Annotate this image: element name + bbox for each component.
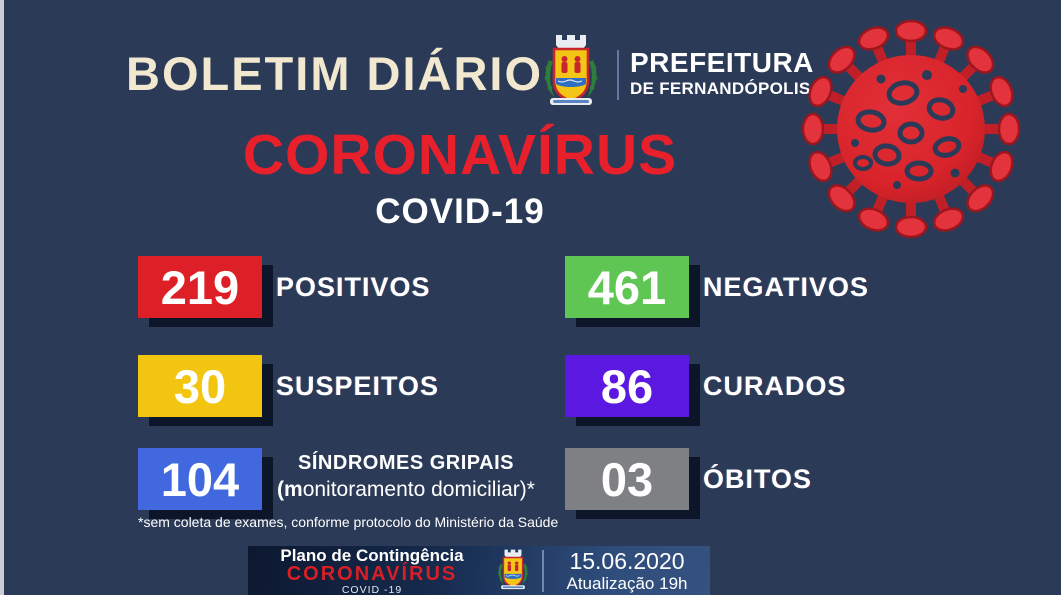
org-name-line2: DE FERNANDÓPOLIS — [630, 79, 811, 99]
update-time: Atualização 19h — [566, 573, 688, 593]
footer-bar: Plano de Contingência CORONAVÍRUS COVID … — [248, 546, 710, 595]
stat-label-negativos: NEGATIVOS — [703, 271, 870, 302]
footnote: *sem coleta de exames, conforme protocol… — [138, 514, 559, 530]
left-edge-strip — [0, 0, 4, 595]
stat-box-sindromes-gripais: 104 — [138, 448, 262, 510]
stat-box-negativos: 461 — [565, 256, 689, 318]
coronavirus-icon — [801, 19, 1021, 239]
bulletin-date: 15.06.2020 — [569, 547, 685, 574]
stat-label-curados: CURADOS — [703, 370, 847, 401]
contingency-plan-block: Plano de Contingência CORONAVÍRUS COVID … — [248, 545, 496, 595]
disease-title: CORONAVÍRUS — [242, 123, 678, 187]
stat-value-sindromes-gripais: 104 — [160, 452, 240, 506]
date-block: 15.06.2020 Atualização 19h — [544, 548, 710, 594]
stat-value-negativos: 461 — [587, 260, 667, 314]
stat-label-sindromes-line2: (monitoramento domiciliar)* — [277, 478, 535, 501]
stat-box-obitos: 03 — [565, 448, 689, 510]
stat-box-curados: 86 — [565, 355, 689, 417]
stat-label-sindromes-line1: SÍNDROMES GRIPAIS — [298, 452, 514, 474]
stat-box-positivos: 219 — [138, 256, 262, 318]
stat-value-positivos: 219 — [160, 260, 240, 314]
org-name-block: PREFEITURA DE FERNANDÓPOLIS — [630, 48, 814, 98]
plan-title: Plano de Contingência — [280, 545, 464, 565]
stat-label-suspeitos: SUSPEITOS — [276, 370, 440, 401]
stat-label-positivos: POSITIVOS — [276, 271, 431, 302]
footer-divider — [542, 549, 544, 592]
stat-label-obitos: ÓBITOS — [703, 463, 813, 494]
stat-value-obitos: 03 — [600, 452, 654, 506]
stat-label-sindromes-gripais: SÍNDROMES GRIPAIS (monitoramento domicil… — [266, 444, 546, 510]
header-divider — [617, 50, 619, 100]
stat-value-curados: 86 — [600, 359, 654, 413]
disease-subtitle: COVID-19 — [375, 192, 545, 231]
stat-box-suspeitos: 30 — [138, 355, 262, 417]
plan-covid: COVID -19 — [341, 584, 403, 595]
plan-disease: CORONAVÍRUS — [286, 563, 458, 586]
coat-of-arms-icon — [543, 34, 599, 107]
stat-value-suspeitos: 30 — [173, 359, 227, 413]
org-name-line1: PREFEITURA — [630, 47, 814, 78]
coat-of-arms-small-icon — [497, 549, 529, 590]
page-title: BOLETIM DIÁRIO — [126, 47, 544, 100]
